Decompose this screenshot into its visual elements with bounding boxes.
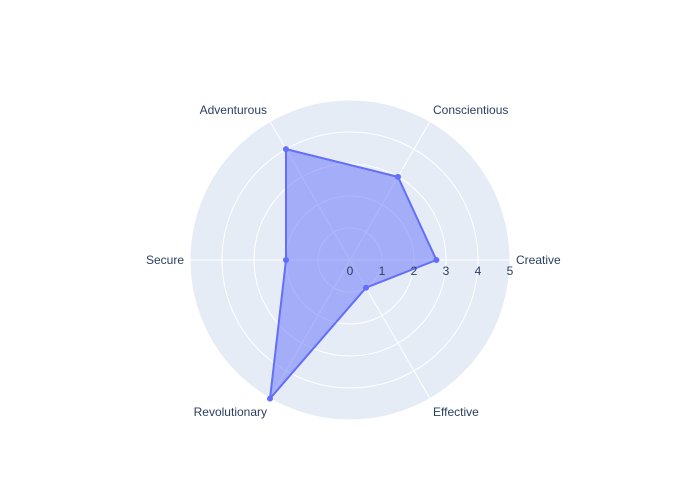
radial-tick-label: 2 bbox=[411, 264, 418, 278]
data-point-conscientious[interactable] bbox=[395, 173, 401, 180]
data-point-creative[interactable] bbox=[433, 257, 440, 263]
data-point-adventurous[interactable] bbox=[283, 146, 289, 153]
radial-tick-label: 3 bbox=[443, 264, 450, 278]
radial-ticks: 0 1 2 3 4 5 bbox=[347, 264, 514, 278]
data-point-secure[interactable] bbox=[283, 257, 289, 263]
data-point-revolutionary[interactable] bbox=[267, 395, 273, 402]
series-layer bbox=[267, 146, 440, 402]
angular-labels: Creative Conscientious Adventurous Secure Re… bbox=[146, 103, 561, 419]
angular-label-conscientious: Conscientious bbox=[433, 103, 508, 117]
radial-tick-label: 4 bbox=[475, 264, 482, 278]
angular-label-secure: Secure bbox=[146, 253, 184, 267]
radial-tick-label: 1 bbox=[379, 264, 386, 278]
angular-label-adventurous: Adventurous bbox=[200, 103, 267, 117]
radial-tick-label: 5 bbox=[507, 264, 514, 278]
radial-tick-label: 0 bbox=[347, 264, 354, 278]
angular-label-effective: Effective bbox=[433, 405, 479, 419]
data-point-effective[interactable] bbox=[363, 284, 369, 291]
angular-label-revolutionary: Revolutionary bbox=[194, 405, 267, 419]
angular-label-creative: Creative bbox=[516, 253, 561, 267]
